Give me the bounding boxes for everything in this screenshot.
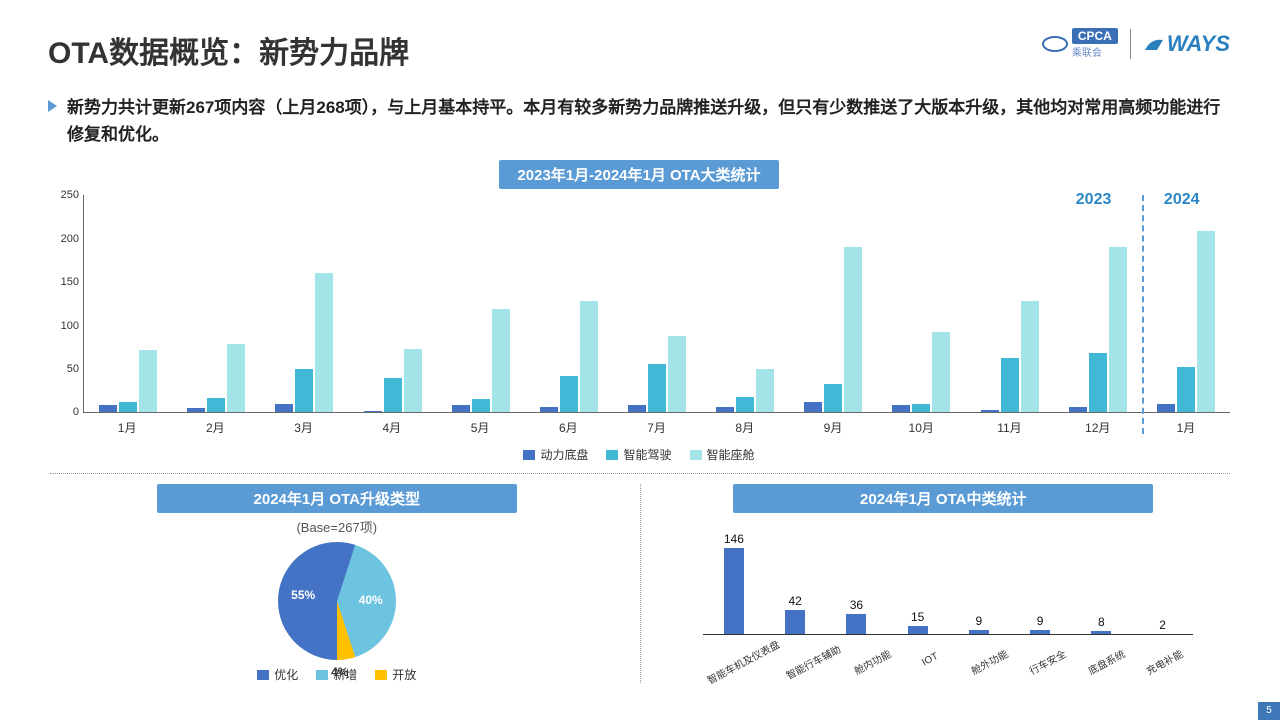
bar xyxy=(139,350,157,413)
bar xyxy=(892,405,910,412)
month-group xyxy=(84,350,172,413)
month-group xyxy=(172,344,260,412)
bar xyxy=(1177,367,1195,412)
month-group xyxy=(877,332,965,412)
month-group xyxy=(260,273,348,413)
bar xyxy=(99,405,117,412)
month-group xyxy=(525,301,613,413)
cpca-logo: CPCA 乘联会 xyxy=(1042,28,1118,59)
bar xyxy=(1197,231,1215,412)
bar xyxy=(756,369,774,413)
month-group xyxy=(613,336,701,413)
year-label: 2024 xyxy=(1164,191,1200,209)
bar xyxy=(472,399,490,412)
bar xyxy=(295,369,313,413)
month-group xyxy=(789,247,877,413)
bar xyxy=(384,378,402,413)
bar xyxy=(1089,353,1107,412)
logo-area: CPCA 乘联会 WAYS xyxy=(1042,28,1230,59)
bar xyxy=(1001,358,1019,412)
bar xyxy=(187,408,205,412)
bar xyxy=(1157,404,1175,413)
pie-base-note: (Base=267项) xyxy=(296,517,377,536)
mini-chart-section: 2024年1月 OTA中类统计 1464236159982 智能车机及仪表盘智能… xyxy=(657,484,1231,683)
bullet-text: 新势力共计更新267项内容（上月268项），与上月基本持平。本月有较多新势力品牌… xyxy=(67,94,1230,148)
ways-logo: WAYS xyxy=(1143,31,1230,57)
top-chart-legend: 动力底盘智能驾驶智能座舱 xyxy=(48,446,1230,463)
bar xyxy=(492,309,510,412)
mini-chart-title: 2024年1月 OTA中类统计 xyxy=(733,484,1153,513)
bar xyxy=(844,247,862,413)
page-title: OTA数据概览：新势力品牌 xyxy=(48,28,409,72)
pie-chart-section: 2024年1月 OTA升级类型 (Base=267项) 55%40%4% 优化新… xyxy=(50,484,624,683)
pie-chart: 55%40%4% xyxy=(278,542,396,660)
mini-bar-chart: 1464236159982 智能车机及仪表盘智能行车辅助舱内功能IOT舱外功能行… xyxy=(683,525,1203,665)
bullet-icon xyxy=(48,100,57,112)
month-group xyxy=(1142,231,1230,412)
top-chart-section: 2023年1月-2024年1月 OTA大类统计 050100150200250 … xyxy=(48,160,1230,463)
pie-chart-title: 2024年1月 OTA升级类型 xyxy=(157,484,517,513)
bar xyxy=(580,301,598,413)
bar xyxy=(981,410,999,413)
bar xyxy=(364,411,382,413)
bar xyxy=(207,398,225,413)
bar xyxy=(404,349,422,413)
bar xyxy=(1021,301,1039,413)
bar xyxy=(540,407,558,412)
bar xyxy=(628,405,646,413)
month-group xyxy=(701,369,789,413)
bar xyxy=(315,273,333,413)
bar xyxy=(119,402,137,412)
bar xyxy=(912,404,930,413)
bar xyxy=(452,405,470,412)
year-label: 2023 xyxy=(1076,191,1112,209)
bar xyxy=(668,336,686,413)
page-number: 5 xyxy=(1258,702,1280,720)
month-group xyxy=(437,309,525,412)
bar xyxy=(275,404,293,413)
bar xyxy=(560,376,578,413)
bar xyxy=(1109,247,1127,413)
month-group xyxy=(966,301,1054,413)
top-chart-title: 2023年1月-2024年1月 OTA大类统计 xyxy=(499,160,778,189)
bar xyxy=(804,402,822,412)
bar xyxy=(824,384,842,413)
bar xyxy=(1069,407,1087,412)
bar xyxy=(648,364,666,412)
month-group xyxy=(348,349,436,413)
month-group xyxy=(1054,247,1142,413)
bar xyxy=(736,397,754,413)
bar xyxy=(716,407,734,412)
bar xyxy=(932,332,950,412)
bar xyxy=(227,344,245,412)
